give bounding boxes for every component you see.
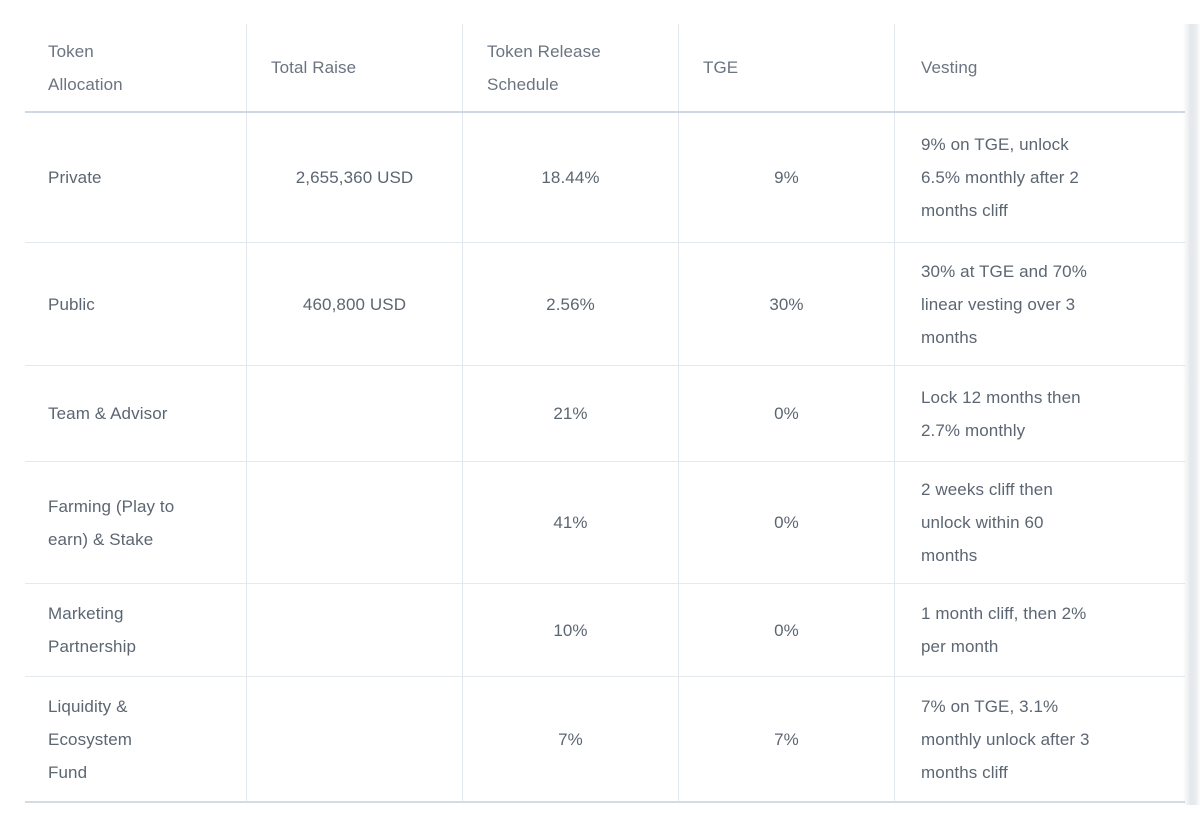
cell-allocation: Liquidity & Ecosystem Fund bbox=[48, 696, 133, 782]
cell-allocation: Team & Advisor bbox=[48, 404, 168, 423]
cell-release-schedule: 10% bbox=[462, 584, 678, 676]
cell-release-schedule: 7% bbox=[462, 677, 678, 801]
column-header-tge: TGE bbox=[678, 24, 894, 111]
cell-allocation: Public bbox=[48, 294, 95, 314]
table-row-farming-stake: Farming (Play to earn) & Stake 41% 0% 2 … bbox=[25, 462, 1185, 584]
cell-release-schedule: 41% bbox=[462, 462, 678, 583]
cell-release-schedule: 21% bbox=[462, 366, 678, 461]
cell-allocation: Farming (Play to earn) & Stake bbox=[48, 496, 175, 549]
table-row-liquidity-ecosystem: Liquidity & Ecosystem Fund 7% 7% 7% on T… bbox=[25, 677, 1185, 803]
cell-tge: 0% bbox=[678, 366, 894, 461]
cell-total-raise: 460,800 USD bbox=[246, 243, 462, 365]
cell-vesting: 30% at TGE and 70% linear vesting over 3… bbox=[894, 243, 1185, 365]
cell-vesting: 9% on TGE, unlock 6.5% monthly after 2 m… bbox=[894, 113, 1185, 242]
cell-allocation: Private bbox=[48, 168, 102, 187]
cell-release-schedule: 18.44% bbox=[462, 113, 678, 242]
column-header-vesting: Vesting bbox=[894, 24, 1185, 111]
cell-vesting: 1 month cliff, then 2% per month bbox=[894, 584, 1185, 676]
table-row-team-advisor: Team & Advisor 21% 0% Lock 12 months the… bbox=[25, 366, 1185, 462]
tokenomics-table: Token Allocation Total Raise Token Relea… bbox=[25, 24, 1200, 805]
table-row-private: Private 2,655,360 USD 18.44% 9% 9% on TG… bbox=[25, 113, 1185, 243]
column-header-token-allocation: Token Allocation bbox=[48, 41, 123, 94]
table-header-row: Token Allocation Total Raise Token Relea… bbox=[25, 24, 1185, 113]
cell-allocation: Marketing Partnership bbox=[48, 604, 137, 656]
cell-tge: 0% bbox=[678, 462, 894, 583]
cell-total-raise bbox=[246, 462, 462, 583]
cell-tge: 30% bbox=[678, 243, 894, 365]
scroll-edge-shadow bbox=[1183, 24, 1200, 805]
table-row-public: Public 460,800 USD 2.56% 30% 30% at TGE … bbox=[25, 243, 1185, 366]
cell-total-raise: 2,655,360 USD bbox=[246, 113, 462, 242]
cell-vesting: 2 weeks cliff then unlock within 60 mont… bbox=[894, 462, 1185, 583]
cell-tge: 0% bbox=[678, 584, 894, 676]
cell-tge: 7% bbox=[678, 677, 894, 801]
column-header-token-release-schedule: Token Release Schedule bbox=[462, 24, 678, 111]
cell-total-raise bbox=[246, 366, 462, 461]
table-row-marketing-partnership: Marketing Partnership 10% 0% 1 month cli… bbox=[25, 584, 1185, 677]
cell-tge: 9% bbox=[678, 113, 894, 242]
cell-total-raise bbox=[246, 584, 462, 676]
cell-vesting: 7% on TGE, 3.1% monthly unlock after 3 m… bbox=[894, 677, 1185, 801]
cell-total-raise bbox=[246, 677, 462, 801]
column-header-total-raise: Total Raise bbox=[246, 24, 462, 111]
cell-vesting: Lock 12 months then 2.7% monthly bbox=[894, 366, 1185, 461]
cell-release-schedule: 2.56% bbox=[462, 243, 678, 365]
